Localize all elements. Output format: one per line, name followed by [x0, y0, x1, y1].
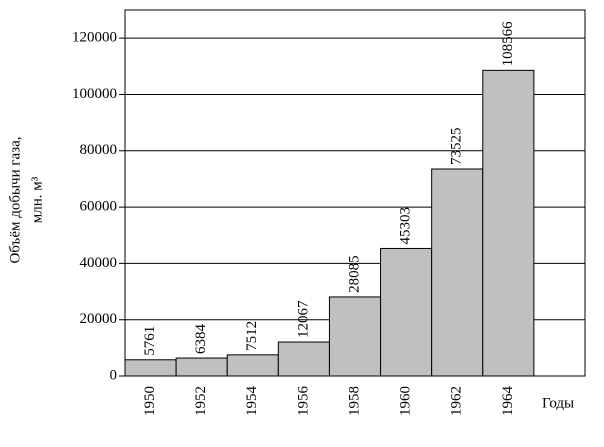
value-label: 5761 [142, 326, 158, 356]
bar [431, 168, 484, 377]
x-tick-label: 1962 [449, 386, 465, 416]
value-label: 28085 [346, 255, 362, 293]
value-label: 12067 [295, 300, 311, 338]
bar [482, 69, 535, 377]
bar [328, 296, 382, 377]
value-label: 7512 [244, 321, 260, 351]
bar [124, 359, 177, 377]
bar [226, 354, 279, 377]
value-label: 45303 [398, 207, 414, 245]
x-tick-label: 1956 [295, 386, 311, 417]
y-tick-label: 0 [110, 367, 118, 383]
y-tick-label: 80000 [80, 142, 118, 158]
y-axis-label: млн. м³ [29, 176, 45, 223]
x-tick-label: 1964 [500, 386, 516, 417]
bar [380, 247, 433, 377]
bar [277, 341, 330, 377]
x-tick-label: 1954 [244, 386, 260, 417]
x-tick-label: 1958 [346, 386, 362, 416]
y-tick-label: 100000 [72, 86, 117, 102]
y-tick-label: 40000 [80, 255, 118, 271]
value-label: 6384 [193, 324, 209, 355]
x-tick-label: 1960 [398, 386, 414, 416]
x-tick-label: 1950 [142, 386, 158, 416]
x-axis-label: Годы [542, 395, 574, 411]
value-label: 73525 [449, 127, 465, 165]
x-tick-label: 1952 [193, 386, 209, 416]
bar [175, 357, 228, 377]
y-tick-label: 20000 [80, 311, 118, 327]
y-axis-label: Объём добычи газа, [7, 136, 23, 263]
y-tick-label: 120000 [72, 30, 117, 46]
value-label: 108566 [500, 21, 516, 67]
y-tick-label: 60000 [80, 199, 118, 215]
